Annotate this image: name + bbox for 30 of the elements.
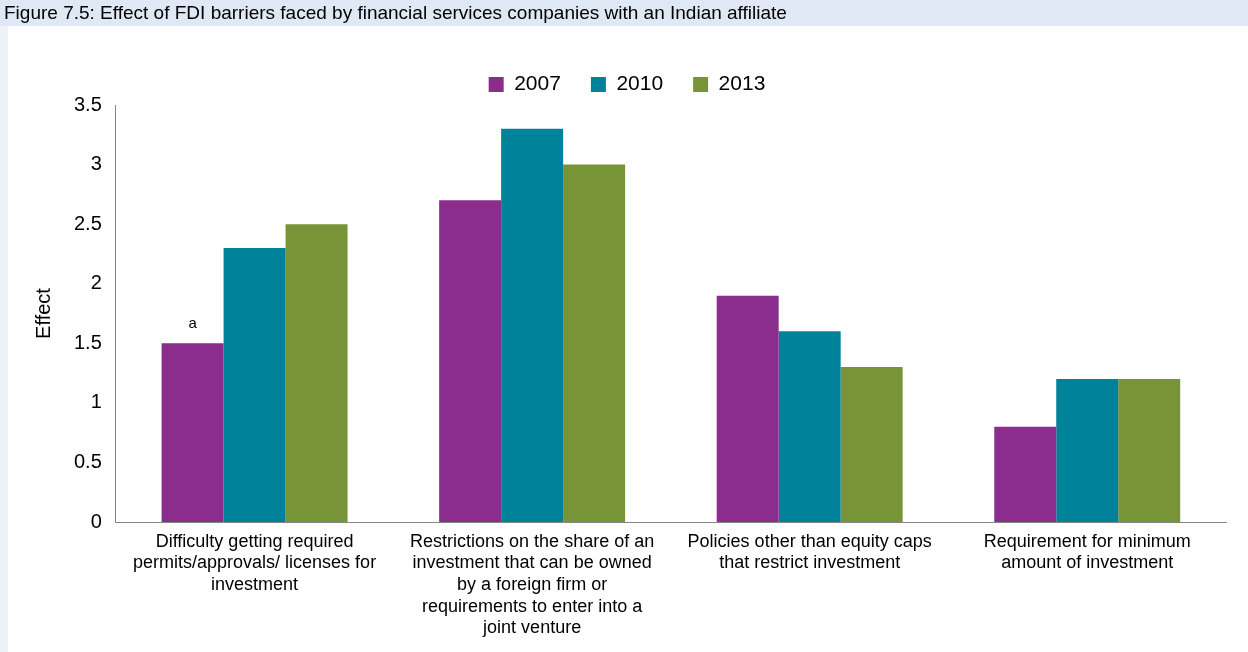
bar bbox=[840, 367, 903, 522]
y-tick-label: 2.5 bbox=[73, 211, 102, 234]
y-tick-label: 3.5 bbox=[73, 92, 102, 115]
x-tick-label: Difficulty getting required permits/approvals/ licenses for investment bbox=[133, 530, 377, 594]
bar bbox=[439, 200, 502, 522]
x-tick-label: Restrictions on the share of an investment that can be owned by a foreign firm or requirements to enter into a joint venture bbox=[410, 530, 655, 638]
y-axis-title: Effect bbox=[31, 287, 54, 339]
y-tick-label: 3 bbox=[90, 152, 102, 175]
chart-title: Figure 7.5: Effect of FDI barriers faced by financial services companies with an Indian affiliate bbox=[0, 0, 1248, 26]
legend-label: 2007 bbox=[514, 71, 561, 95]
legend-label: 2010 bbox=[616, 71, 664, 95]
bar bbox=[994, 426, 1057, 522]
bar bbox=[161, 343, 224, 522]
bar bbox=[1056, 379, 1119, 522]
bar bbox=[778, 331, 841, 522]
y-tick-label: 2 bbox=[90, 271, 102, 294]
bar bbox=[563, 164, 626, 522]
x-tick-label: Requirement for minimum amount of investment bbox=[983, 530, 1191, 573]
y-tick-label: 1 bbox=[90, 390, 102, 413]
bar bbox=[716, 295, 779, 522]
y-tick-label: 1.5 bbox=[73, 330, 102, 353]
legend-label: 2013 bbox=[718, 71, 766, 95]
bar bbox=[285, 224, 348, 522]
data-label: a bbox=[188, 313, 198, 331]
y-tick-label: 0 bbox=[90, 509, 102, 532]
y-tick-label: 0.5 bbox=[73, 449, 102, 472]
x-tick-label: Policies other than equity caps that restrict investment bbox=[687, 530, 932, 573]
bar bbox=[223, 247, 286, 522]
bar bbox=[501, 128, 564, 522]
bar bbox=[1118, 379, 1181, 522]
